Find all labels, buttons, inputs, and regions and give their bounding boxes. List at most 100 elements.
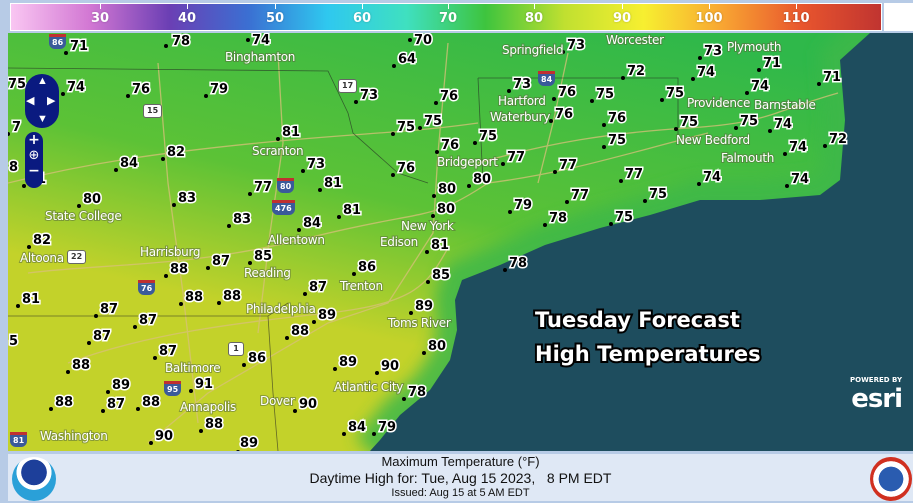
city-label: Atlantic City [333,379,404,395]
city-label: Edison [379,234,419,250]
temperature-label: 80 [426,338,447,356]
pan-right-icon[interactable]: ▶ [47,95,56,107]
temperature-label: 81 [20,291,41,309]
temperature-label: 86 [356,259,377,277]
highway-shield: 80 [277,178,295,193]
station-dot [431,214,435,218]
legend-blank-box [884,3,913,31]
station-dot [172,203,176,207]
temperature-label: 7 [10,119,22,137]
station-dot [149,441,153,445]
temperature-label: 90 [153,428,174,446]
station-dot [312,320,316,324]
temperature-label: 87 [98,301,119,319]
temperature-label: 82 [165,144,186,162]
station-dot [199,429,203,433]
map-canvas[interactable]: 71 78 74 70 64 75 74 76 79 73 76 7 75 75 81 76 82 84 73 76 8… [8,33,913,451]
station-dot [602,123,606,127]
station-dot [698,56,702,60]
city-label: Scranton [251,143,305,159]
temperature-label: 88 [221,288,242,306]
station-dot [87,341,91,345]
station-dot [660,98,664,102]
city-label: Annapolis [179,399,237,415]
temperature-label: 75 [613,209,634,227]
temperature-label: 70 [412,33,433,50]
temperature-label: 75 [395,119,416,137]
temperature-label: 89 [110,377,131,395]
temperature-label: 71 [821,69,842,87]
station-dot [434,101,438,105]
station-dot [409,311,413,315]
esri-powered-by: POWERED BY [850,376,903,384]
station-dot [318,188,322,192]
city-label: Bridgeport [436,154,499,170]
temperature-label: 75 [606,132,627,150]
temperature-label: 75 [647,186,668,204]
station-dot [643,199,647,203]
station-dot [426,280,430,284]
temperature-label: 72 [827,131,848,149]
temperature-label: 74 [695,64,716,82]
station-dot [691,77,695,81]
zoom-out-button[interactable]: − [28,163,40,179]
temperature-label: 88 [168,261,189,279]
station-dot [408,38,412,42]
legend-tick-mark [275,4,276,9]
station-dot [164,44,168,48]
station-dot [236,450,240,451]
station-dot [473,141,477,145]
footer-valid-time: Daytime High for: Tue, Aug 15 2023, 8 PM… [309,470,612,486]
station-dot [161,157,165,161]
pan-control[interactable]: ▲ ◀ ▶ ▼ [25,74,59,128]
station-dot [432,194,436,198]
station-dot [337,215,341,219]
temperature-label: 83 [176,190,197,208]
temperature-label: 78 [406,384,427,402]
temperature-label: 83 [231,211,252,229]
temperature-label: 75 [422,113,443,131]
globe-icon[interactable]: ⊕ [28,148,40,163]
temperature-color-legend: 30 40 50 60 70 80 90 100 110 [10,3,882,31]
city-label: Reading [243,265,292,281]
temperature-label: 77 [252,179,273,197]
overlay-title-line-1: Tuesday Forecast [533,306,742,334]
city-label: Washington [39,428,109,444]
temperature-label: 81 [341,202,362,220]
station-dot [619,179,623,183]
pan-up-icon[interactable]: ▲ [37,75,48,87]
station-dot [179,302,183,306]
temperature-label: 74 [701,169,722,187]
road-network [8,42,839,444]
temperature-label: 74 [65,79,86,97]
highway-shield: 22 [67,250,87,264]
temperature-label: 80 [435,201,456,219]
highway-shield: 84 [538,71,556,86]
station-dot [425,250,429,254]
highway-shield: 76 [138,280,156,295]
station-dot [22,184,26,188]
temperature-label: 73 [565,37,586,55]
temperature-label: 84 [301,215,322,233]
pan-down-icon[interactable]: ▼ [37,113,48,125]
temperature-label: 74 [787,139,808,157]
station-dot [602,145,606,149]
ocean [370,33,913,451]
station-dot [16,304,20,308]
temperature-label: 77 [623,166,644,184]
station-dot [101,409,105,413]
station-dot [435,150,439,154]
city-label: State College [44,208,123,224]
station-dot [552,97,556,101]
legend-tick-mark [709,4,710,9]
temperature-label: 79 [376,419,397,437]
zoom-in-button[interactable]: + [28,132,40,148]
city-label: Barnstable [753,97,817,113]
city-label: Worcester [605,33,665,48]
temperature-label: 75 [594,86,615,104]
temperature-label: 85 [252,248,273,266]
pan-left-icon[interactable]: ◀ [26,95,35,107]
station-dot [301,169,305,173]
footer-issued-time: Issued: Aug 15 at 5 AM EDT [391,487,530,499]
station-dot [783,152,787,156]
